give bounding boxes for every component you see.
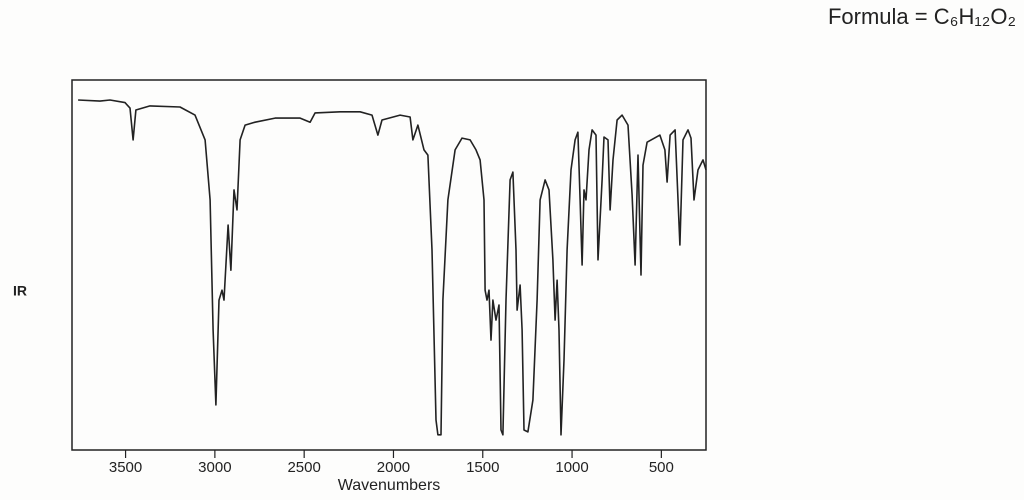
x-tick-label: 3500	[109, 459, 142, 476]
x-tick-label: 3000	[198, 459, 231, 476]
x-tick-label: 1000	[555, 459, 588, 476]
x-tick-label: 2500	[287, 459, 320, 476]
plot-frame	[71, 79, 707, 451]
spectrum-line	[78, 99, 707, 436]
x-tick-label: 2000	[377, 459, 410, 476]
x-tick-label: 1500	[466, 459, 499, 476]
side-label: IR	[13, 283, 27, 299]
x-axis-label: Wavenumbers	[338, 477, 441, 494]
x-tick-label: 500	[649, 459, 674, 476]
chart-title: Formula = C₆H₁₂O₂	[828, 4, 1016, 29]
